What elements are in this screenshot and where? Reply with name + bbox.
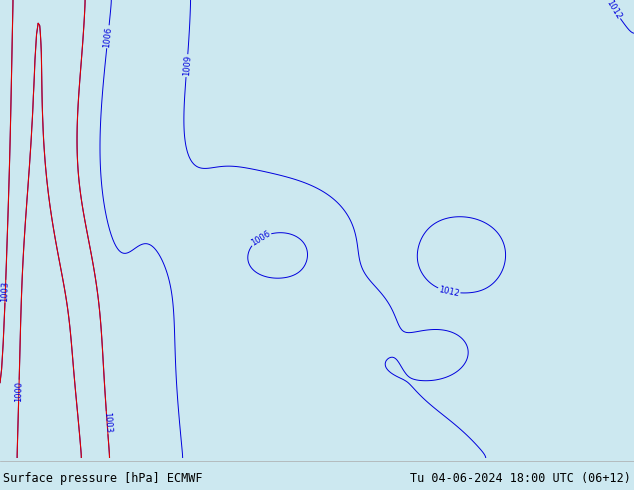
Text: 1003: 1003 xyxy=(102,412,112,434)
Text: 1000: 1000 xyxy=(14,381,23,402)
Text: 1006: 1006 xyxy=(249,229,272,247)
Text: Surface pressure [hPa] ECMWF: Surface pressure [hPa] ECMWF xyxy=(3,472,203,486)
Text: 1012: 1012 xyxy=(604,0,623,21)
Text: Tu 04-06-2024 18:00 UTC (06+12): Tu 04-06-2024 18:00 UTC (06+12) xyxy=(410,472,631,486)
Text: 1012: 1012 xyxy=(438,285,460,298)
Text: 1003: 1003 xyxy=(1,281,10,302)
Text: 1006: 1006 xyxy=(102,26,113,48)
Text: 1009: 1009 xyxy=(181,55,192,76)
